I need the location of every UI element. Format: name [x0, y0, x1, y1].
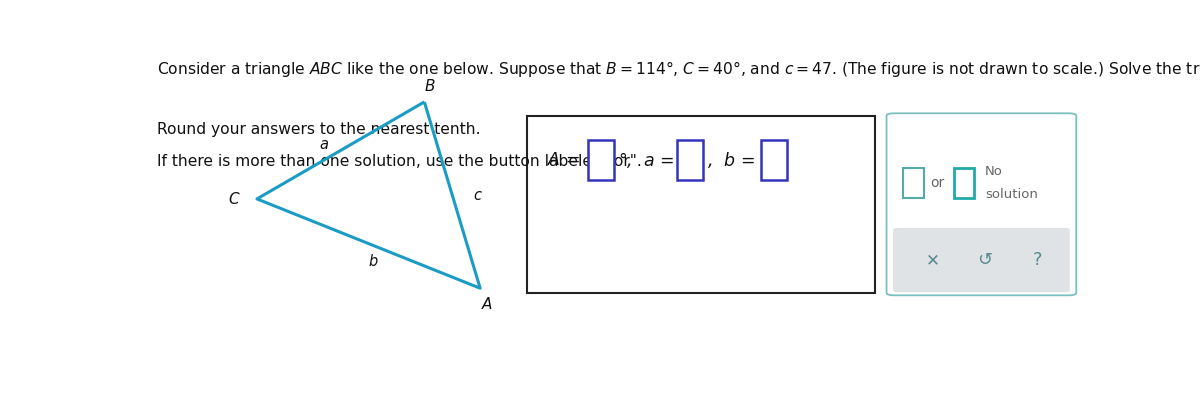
Bar	[588, 140, 614, 180]
Text: ,  $b$ =: , $b$ =	[707, 150, 757, 170]
Text: If there is more than one solution, use the button labeled "or".: If there is more than one solution, use …	[157, 154, 642, 169]
Text: Round your answers to the nearest tenth.: Round your answers to the nearest tenth.	[157, 122, 481, 137]
Text: Consider a triangle $ABC$ like the one below. Suppose that $B=114°$, $C=40°$, an: Consider a triangle $ABC$ like the one b…	[157, 59, 1200, 79]
Bar	[954, 168, 974, 198]
Text: ✕: ✕	[925, 251, 940, 269]
Bar	[677, 140, 703, 180]
FancyBboxPatch shape	[887, 113, 1076, 295]
Text: solution: solution	[985, 188, 1038, 201]
Bar	[761, 140, 787, 180]
Text: or: or	[930, 176, 944, 190]
Text: $C$: $C$	[228, 191, 240, 207]
Text: $c$: $c$	[473, 188, 482, 202]
Bar	[527, 116, 876, 293]
Text: $b$: $b$	[368, 252, 378, 268]
Text: $B$: $B$	[424, 78, 436, 94]
FancyBboxPatch shape	[893, 228, 1069, 292]
Text: ?: ?	[1033, 251, 1042, 269]
Text: ↺: ↺	[977, 251, 992, 269]
Text: °,  $a$ =: °, $a$ =	[618, 150, 676, 170]
Text: $A$: $A$	[481, 296, 493, 312]
Text: $A$ =: $A$ =	[547, 151, 582, 169]
Bar	[904, 168, 924, 198]
Text: $a$: $a$	[319, 137, 329, 152]
Text: No: No	[985, 166, 1003, 178]
